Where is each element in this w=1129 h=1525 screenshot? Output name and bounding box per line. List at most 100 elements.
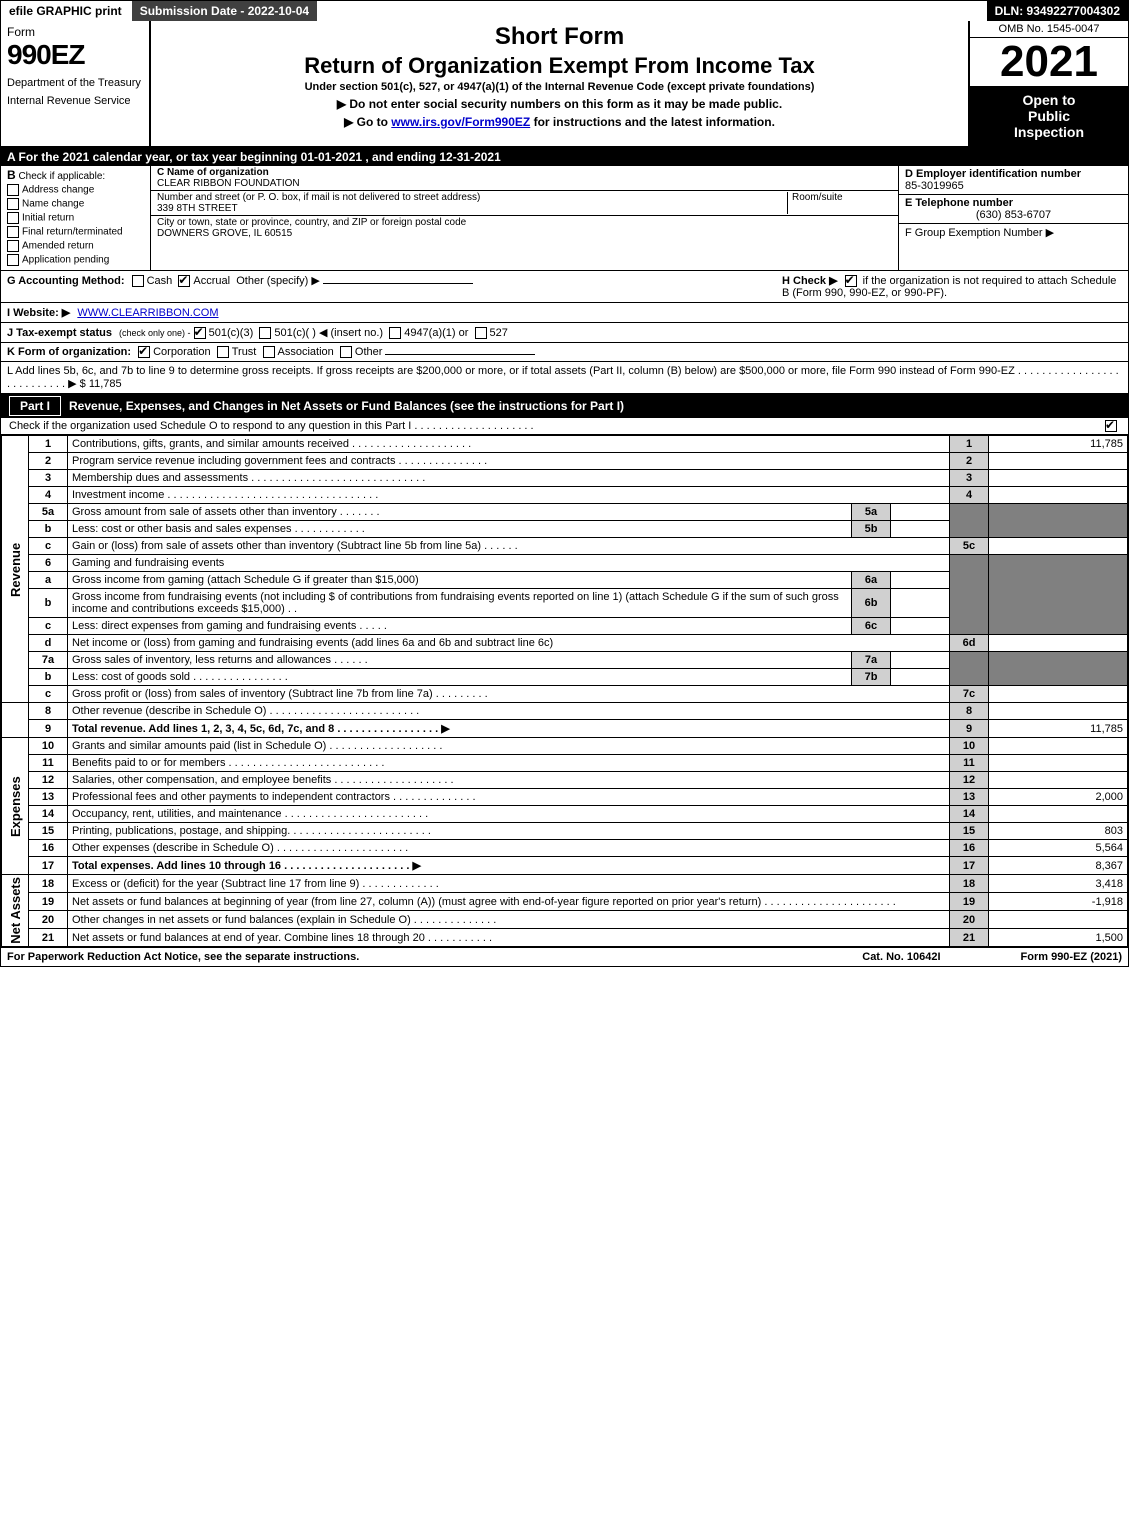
l5b-sn: 5b [852, 521, 891, 538]
part1-table: Revenue 1 Contributions, gifts, grants, … [1, 435, 1128, 947]
open2: Public [974, 108, 1124, 124]
opt-initial-return[interactable]: Initial return [7, 212, 144, 224]
row-l: L Add lines 5b, 6c, and 7b to line 9 to … [1, 362, 1128, 394]
k-trust-checkbox[interactable] [217, 346, 229, 358]
ein-value: 85-3019965 [905, 180, 1122, 192]
k-corp-checkbox[interactable] [138, 346, 150, 358]
form-number: 990EZ [7, 39, 143, 71]
k-trust: Trust [232, 346, 257, 358]
l1-num: 1 [29, 436, 68, 453]
open3: Inspection [974, 124, 1124, 140]
l7b-sn: 7b [852, 669, 891, 686]
opt-final-return[interactable]: Final return/terminated [7, 226, 144, 238]
line-6d: d Net income or (loss) from gaming and f… [2, 635, 1128, 652]
cash-label: Cash [147, 275, 173, 287]
l6d-num: d [29, 635, 68, 652]
l20-desc: Other changes in net assets or fund bala… [68, 911, 950, 929]
l19-amount: -1,918 [989, 893, 1128, 911]
l3-desc: Membership dues and assessments . . . . … [68, 470, 950, 487]
l2-desc: Program service revenue including govern… [68, 453, 950, 470]
l6c-num: c [29, 618, 68, 635]
l18-rn: 18 [950, 875, 989, 893]
j-501c3: 501(c)(3) [209, 327, 254, 339]
instr-goto: ▶ Go to www.irs.gov/Form990EZ for instru… [159, 115, 960, 129]
other-specify-input[interactable] [323, 283, 473, 284]
line-16: 16 Other expenses (describe in Schedule … [2, 840, 1128, 857]
l9-desc: Total revenue. Add lines 1, 2, 3, 4, 5c,… [68, 720, 950, 738]
opt-address-change[interactable]: Address change [7, 184, 144, 196]
l7c-rn: 7c [950, 686, 989, 703]
l6b-val [891, 589, 950, 618]
line-5c: c Gain or (loss) from sale of assets oth… [2, 538, 1128, 555]
l6c-sn: 6c [852, 618, 891, 635]
l4-desc: Investment income . . . . . . . . . . . … [68, 487, 950, 504]
form-word: Form [7, 25, 143, 39]
l18-desc: Excess or (deficit) for the year (Subtra… [68, 875, 950, 893]
grey-6b [989, 555, 1128, 635]
l1-desc: Contributions, gifts, grants, and simila… [68, 436, 950, 453]
j-4947: 4947(a)(1) or [404, 327, 468, 339]
j-501c3-checkbox[interactable] [194, 327, 206, 339]
line-15: 15 Printing, publications, postage, and … [2, 823, 1128, 840]
j-label: J Tax-exempt status [7, 327, 112, 339]
e-label: E Telephone number [905, 197, 1122, 209]
l9-amount: 11,785 [989, 720, 1128, 738]
j-527-checkbox[interactable] [475, 327, 487, 339]
l12-rn: 12 [950, 772, 989, 789]
l5b-desc: Less: cost or other basis and sales expe… [68, 521, 852, 538]
l2-rn: 2 [950, 453, 989, 470]
line-8: 8 Other revenue (describe in Schedule O)… [2, 703, 1128, 720]
e-phone: E Telephone number (630) 853-6707 [899, 195, 1128, 224]
line-14: 14 Occupancy, rent, utilities, and maint… [2, 806, 1128, 823]
l8-num: 8 [29, 703, 68, 720]
accrual-checkbox[interactable] [178, 275, 190, 287]
row-g-h: G Accounting Method: Cash Accrual Other … [1, 271, 1128, 303]
schedule-o-checkbox[interactable] [1105, 420, 1117, 432]
h-checkbox[interactable] [845, 275, 857, 287]
opt-amended-return[interactable]: Amended return [7, 240, 144, 252]
l19-rn: 19 [950, 893, 989, 911]
cash-checkbox[interactable] [132, 275, 144, 287]
section-c: C Name of organization CLEAR RIBBON FOUN… [151, 166, 898, 270]
irs-link[interactable]: www.irs.gov/Form990EZ [391, 115, 530, 129]
l6a-val [891, 572, 950, 589]
l14-rn: 14 [950, 806, 989, 823]
part1-title: Revenue, Expenses, and Changes in Net As… [69, 399, 1120, 413]
j-501c-checkbox[interactable] [259, 327, 271, 339]
l6a-num: a [29, 572, 68, 589]
l17-num: 17 [29, 857, 68, 875]
header-left: Form 990EZ Department of the Treasury In… [1, 21, 151, 146]
l8-rn: 8 [950, 703, 989, 720]
short-form-title: Short Form [159, 23, 960, 51]
l6c-desc: Less: direct expenses from gaming and fu… [68, 618, 852, 635]
k-other-checkbox[interactable] [340, 346, 352, 358]
l6-num: 6 [29, 555, 68, 572]
l11-rn: 11 [950, 755, 989, 772]
website-link[interactable]: WWW.CLEARRIBBON.COM [77, 307, 218, 319]
l17-rn: 17 [950, 857, 989, 875]
expenses-label: Expenses [2, 738, 29, 875]
section-def: D Employer identification number 85-3019… [898, 166, 1128, 270]
k-assoc-checkbox[interactable] [263, 346, 275, 358]
opt-name-change[interactable]: Name change [7, 198, 144, 210]
c-city-label: City or town, state or province, country… [157, 217, 466, 228]
l15-amount: 803 [989, 823, 1128, 840]
irs: Internal Revenue Service [7, 95, 143, 107]
opt-application-pending[interactable]: Application pending [7, 254, 144, 266]
l7c-num: c [29, 686, 68, 703]
footer-right: Form 990-EZ (2021) [1021, 951, 1122, 963]
c-street-label: Number and street (or P. O. box, if mail… [157, 192, 787, 203]
l7b-num: b [29, 669, 68, 686]
l20-amount [989, 911, 1128, 929]
open-to-public: Open to Public Inspection [970, 86, 1128, 146]
l14-desc: Occupancy, rent, utilities, and maintena… [68, 806, 950, 823]
line-7a: 7a Gross sales of inventory, less return… [2, 652, 1128, 669]
l3-num: 3 [29, 470, 68, 487]
j-4947-checkbox[interactable] [389, 327, 401, 339]
k-other-input[interactable] [385, 354, 535, 355]
c-name-label: C Name of organization [157, 167, 888, 178]
l4-amount [989, 487, 1128, 504]
line-17: 17 Total expenses. Add lines 10 through … [2, 857, 1128, 875]
l7b-desc: Less: cost of goods sold . . . . . . . .… [68, 669, 852, 686]
l9-num: 9 [29, 720, 68, 738]
